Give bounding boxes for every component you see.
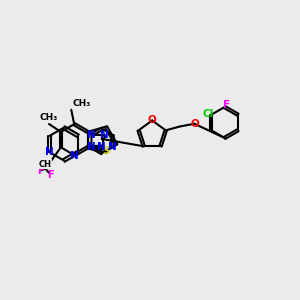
Text: N: N bbox=[108, 142, 117, 152]
Text: O: O bbox=[190, 119, 199, 129]
Text: F: F bbox=[37, 166, 44, 176]
Text: Cl: Cl bbox=[202, 109, 213, 119]
Text: N: N bbox=[100, 130, 109, 140]
Text: N: N bbox=[97, 142, 106, 152]
Text: F: F bbox=[223, 100, 230, 110]
Text: O: O bbox=[148, 115, 157, 125]
Text: CH₃: CH₃ bbox=[73, 99, 91, 108]
Text: S: S bbox=[102, 146, 110, 156]
Text: CH₃: CH₃ bbox=[40, 112, 58, 122]
Text: CH: CH bbox=[39, 160, 52, 169]
Text: N: N bbox=[70, 151, 79, 160]
Text: F: F bbox=[47, 169, 53, 180]
Text: N: N bbox=[45, 147, 54, 157]
Text: N: N bbox=[87, 142, 96, 152]
Text: N: N bbox=[87, 130, 96, 140]
